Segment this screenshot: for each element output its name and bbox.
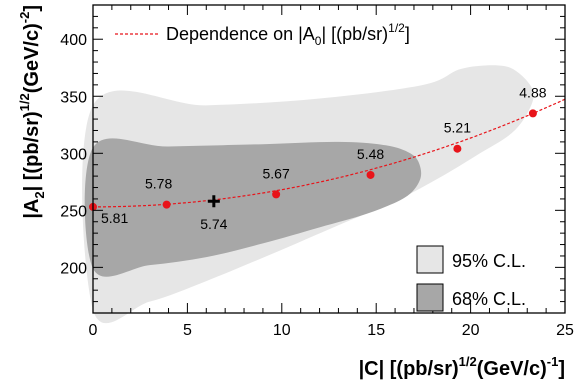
x-axis-title: |C| [(pb/sr)1/2(GeV/c)-1] — [359, 354, 565, 380]
legend-regions: 95% C.L. 68% C.L. — [416, 245, 526, 312]
legend-swatch-95 — [416, 245, 444, 274]
x-tick-label: 0 — [89, 322, 98, 339]
best-fit-marker — [207, 195, 220, 208]
data-point-label: 5.78 — [145, 176, 172, 192]
x-axis-ticks: 0 5 10 15 20 25 — [89, 5, 574, 339]
y-title-sup1: 1/2 — [17, 93, 32, 111]
y-title-end: ] — [21, 5, 43, 12]
data-point — [453, 144, 462, 153]
data-point-label: 5.21 — [444, 120, 471, 136]
x-tick-label: 10 — [273, 322, 291, 339]
data-point — [366, 170, 375, 179]
data-point-label: 5.48 — [357, 146, 384, 162]
y-axis-ticks: 200 250 300 350 400 — [60, 4, 565, 314]
confidence-regions — [82, 65, 534, 324]
legend-series-label: Dependence on |A0| [(pb/sr)1/2] — [166, 21, 410, 48]
y-tick-label: 300 — [60, 146, 87, 163]
best-fit-layer: 5.74 — [200, 195, 228, 232]
plot-frame — [92, 4, 566, 314]
x-tick-label: 25 — [556, 322, 574, 339]
y-title-main: |A — [21, 199, 43, 219]
data-point-label: 4.88 — [519, 84, 546, 100]
x-title-main: |C| [(pb/sr) — [359, 358, 459, 380]
y-title-mid2: (GeV/c) — [21, 23, 43, 93]
x-tick-label: 20 — [462, 322, 480, 339]
x-tick-label: 5 — [183, 322, 192, 339]
y-title-mid1: | [(pb/sr) — [21, 111, 43, 191]
x-title-sup2: -1 — [547, 354, 559, 369]
data-point — [272, 190, 281, 199]
best-fit-label: 5.74 — [200, 216, 227, 232]
y-title-sub: 2 — [32, 191, 47, 198]
legend-top: Dependence on |A0| [(pb/sr)1/2] — [115, 21, 410, 48]
legend-series-sub: 0 — [315, 34, 322, 48]
region-68cl — [84, 138, 422, 277]
dependence-curve — [93, 98, 566, 208]
data-point-label: 5.81 — [101, 210, 128, 226]
x-title-sup1: 1/2 — [459, 354, 477, 369]
legend-label-95: 95% C.L. — [452, 251, 526, 271]
dependence-curve-layer — [93, 98, 566, 208]
data-point — [162, 200, 171, 209]
x-title-mid: (GeV/c) — [477, 358, 547, 380]
x-tick-label: 15 — [367, 322, 385, 339]
y-axis-title: |A2| [(pb/sr)1/2(GeV/c)-2] — [17, 5, 47, 219]
data-points-layer: 5.81 5.78 5.67 5.48 5.21 4.88 — [89, 84, 547, 226]
data-point-label: 5.67 — [263, 165, 290, 181]
x-title-end: ] — [558, 358, 565, 380]
legend-label-68: 68% C.L. — [452, 289, 526, 309]
legend-series-pre: Dependence on |A — [166, 24, 315, 44]
legend-series-sup: 1/2 — [388, 21, 405, 35]
y-tick-label: 250 — [60, 203, 87, 220]
y-tick-label: 200 — [60, 260, 87, 277]
legend-swatch-68 — [416, 283, 444, 312]
legend-series-mid: | [(pb/sr) — [321, 24, 388, 44]
data-point — [528, 109, 537, 118]
y-tick-label: 400 — [60, 32, 87, 49]
y-tick-label: 350 — [60, 89, 87, 106]
y-title-sup2: -2 — [17, 12, 32, 24]
legend-series-end: ] — [405, 24, 410, 44]
